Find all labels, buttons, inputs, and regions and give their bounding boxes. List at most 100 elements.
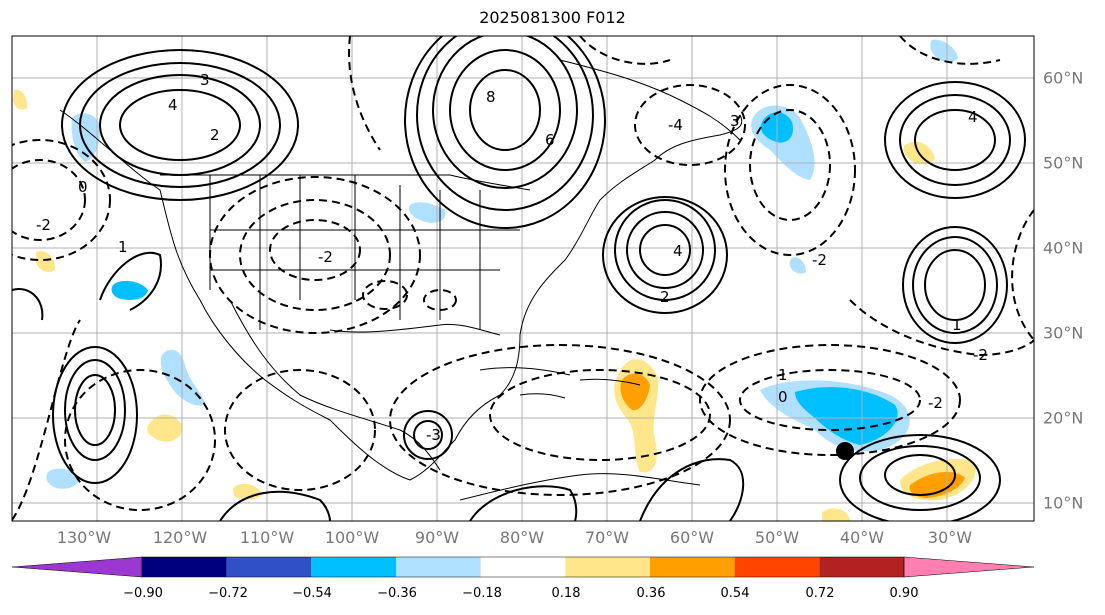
blue-shade-region bbox=[408, 202, 446, 223]
contour-line bbox=[209, 176, 421, 334]
contour-line bbox=[12, 319, 81, 521]
contour-label: 3 bbox=[730, 112, 740, 130]
contour-line bbox=[924, 249, 986, 321]
colorbar-extend-max bbox=[903, 556, 1035, 578]
contour-line bbox=[423, 289, 457, 311]
colorbar-segment bbox=[565, 557, 650, 577]
contour-line bbox=[403, 410, 453, 460]
contour-line bbox=[99, 74, 261, 176]
blue-shade-region bbox=[930, 39, 958, 62]
contour-line bbox=[626, 211, 704, 289]
contour-line bbox=[884, 81, 1026, 199]
contour-label: 0 bbox=[78, 178, 88, 196]
contour-line bbox=[884, 454, 956, 496]
lon-label: 60°W bbox=[669, 528, 715, 547]
contour-line bbox=[119, 89, 241, 161]
contour-line bbox=[469, 69, 541, 151]
colorbar-tick: −0.54 bbox=[292, 586, 332, 601]
contour-line bbox=[849, 299, 1034, 357]
colorbar-tick: −0.90 bbox=[123, 586, 163, 601]
colorbar-segment bbox=[819, 557, 904, 577]
contour-label: 1 bbox=[778, 366, 788, 384]
lon-label: 130°W bbox=[56, 528, 112, 547]
colorbar-segment bbox=[226, 557, 312, 577]
contour-line bbox=[12, 139, 111, 261]
contour-label: -2 bbox=[36, 216, 51, 234]
contour-label: 4 bbox=[968, 108, 978, 126]
contour-label: -4 bbox=[668, 116, 683, 134]
north-america-coast bbox=[59, 109, 743, 481]
lon-label: 70°W bbox=[584, 528, 630, 547]
lat-label: 10°N bbox=[1043, 493, 1084, 513]
map-frame bbox=[11, 35, 1035, 522]
colorbar-extend-min bbox=[11, 556, 143, 578]
solid-contours bbox=[12, 36, 1026, 521]
colorbar-tick: −0.18 bbox=[462, 586, 502, 601]
colorbar-frame bbox=[141, 556, 905, 578]
map-title: 2025081300 F012 bbox=[479, 8, 626, 27]
contour-line bbox=[12, 159, 86, 241]
contour-line bbox=[902, 226, 1008, 344]
contour-line bbox=[639, 224, 691, 276]
colorbar-tick: −0.72 bbox=[208, 586, 248, 601]
blue-shade-region bbox=[71, 113, 101, 162]
colorbar-tick: 0.18 bbox=[551, 586, 581, 601]
contour-line bbox=[912, 236, 998, 334]
contour-line bbox=[899, 94, 1011, 186]
colorbar-tick: −0.36 bbox=[377, 586, 417, 601]
contour-line bbox=[634, 84, 746, 166]
contour-line bbox=[602, 196, 728, 314]
contour-line bbox=[12, 288, 44, 321]
contour-label: -3 bbox=[426, 426, 441, 444]
contour-label: 3 bbox=[200, 71, 210, 89]
orange-shade-region bbox=[909, 471, 965, 498]
contour-label-group: 4 3 2 1 0 -2 8 6 4 3 4 -2 -2 1 0 -2 -3 -… bbox=[36, 71, 988, 444]
colorbar-tick: 0.72 bbox=[805, 586, 835, 601]
dashed-contours bbox=[12, 36, 1034, 521]
lat-label: 20°N bbox=[1043, 408, 1084, 428]
contour-line bbox=[64, 369, 216, 511]
contour-line bbox=[52, 346, 138, 484]
contour-line bbox=[914, 109, 996, 171]
lon-label: 120°W bbox=[152, 528, 208, 547]
contour-line bbox=[614, 199, 716, 301]
contour-label: -2 bbox=[973, 346, 988, 364]
contour-line bbox=[432, 36, 578, 189]
contour-label: 4 bbox=[673, 242, 683, 260]
colorbar-segment bbox=[480, 557, 566, 577]
map-canvas: 4 3 2 1 0 -2 8 6 4 3 4 -2 -2 1 0 -2 -3 -… bbox=[11, 35, 1035, 522]
lat-label: 30°N bbox=[1043, 323, 1084, 343]
contour-line bbox=[739, 369, 921, 431]
contour-line bbox=[416, 36, 594, 211]
blue-shade-region bbox=[795, 387, 898, 445]
contour-line bbox=[639, 458, 745, 521]
contour-label: 2 bbox=[210, 126, 220, 144]
contour-line bbox=[859, 445, 981, 511]
lat-label: 60°N bbox=[1043, 68, 1084, 88]
colorbar-tick: 0.90 bbox=[889, 586, 919, 601]
gulf-coast bbox=[329, 323, 501, 336]
us-canada-border bbox=[160, 174, 531, 191]
contour-line bbox=[64, 359, 126, 461]
colorbar-segment bbox=[311, 557, 396, 577]
lon-label: 110°W bbox=[239, 528, 295, 547]
contour-line bbox=[389, 344, 731, 496]
yellow-shade-region bbox=[147, 414, 183, 442]
contour-line bbox=[699, 344, 961, 456]
blue-shade-region bbox=[111, 280, 148, 300]
lon-label: 50°W bbox=[754, 528, 800, 547]
yellow-shade-region bbox=[822, 508, 850, 521]
contour-line bbox=[749, 109, 831, 221]
contour-label: 0 bbox=[778, 388, 788, 406]
lon-label: 30°W bbox=[927, 528, 973, 547]
contour-label: -2 bbox=[318, 248, 333, 266]
contour-line bbox=[74, 374, 116, 446]
lon-label: 100°W bbox=[324, 528, 380, 547]
contour-label: 1 bbox=[952, 316, 962, 334]
blue-shade-region bbox=[160, 349, 205, 406]
contour-line bbox=[224, 369, 376, 491]
contour-label: -2 bbox=[928, 394, 943, 412]
contour-line bbox=[219, 490, 331, 521]
lon-label: 40°W bbox=[839, 528, 885, 547]
blue-shade-region bbox=[789, 257, 806, 274]
